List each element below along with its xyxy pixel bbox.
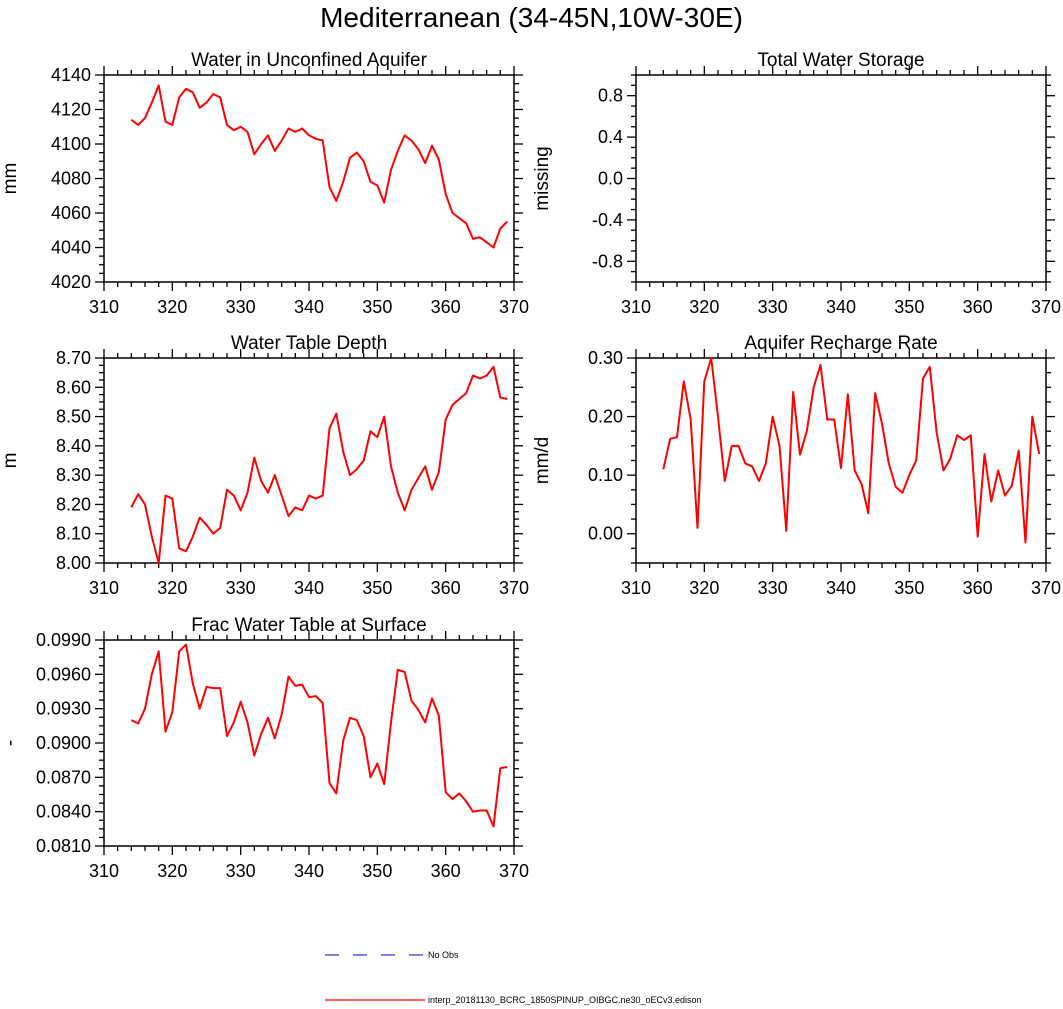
y-tick-label: 8.00 [56, 553, 91, 573]
figure-title: Mediterranean (34-45N,10W-30E) [320, 2, 743, 33]
panel-title: Water Table Depth [231, 333, 387, 354]
y-tick-label: 0.0 [598, 169, 623, 189]
series-line [662, 357, 1041, 544]
x-tick-label: 320 [157, 297, 187, 317]
y-tick-label: 4020 [51, 272, 91, 292]
x-tick-label: 340 [294, 861, 324, 881]
series-line [130, 643, 508, 828]
x-tick-label: 360 [963, 297, 993, 317]
y-tick-label: 0.20 [588, 407, 623, 427]
y-tick-label: 8.20 [56, 494, 91, 514]
plot-frame [635, 74, 1047, 283]
panel-title: Total Water Storage [757, 50, 924, 71]
y-tick-label: 0.00 [588, 524, 623, 544]
x-tick-label: 310 [89, 578, 119, 598]
x-tick-label: 310 [621, 297, 651, 317]
y-axis-label: mm [0, 163, 21, 195]
chart-panel-1: Water in Unconfined Aquifer mm 310 320 330 34… [0, 50, 529, 317]
plot-frame [103, 639, 515, 847]
x-tick-label: 310 [621, 578, 651, 598]
y-tick-label: 4100 [51, 134, 91, 154]
y-axis-label: missing [532, 146, 553, 210]
x-tick-label: 340 [826, 297, 856, 317]
y-tick-label: 0.0930 [36, 699, 91, 719]
x-tick-label: 330 [226, 297, 256, 317]
x-tick-label: 320 [157, 861, 187, 881]
y-tick-label: 0.30 [588, 348, 623, 368]
y-tick-label: 0.0960 [36, 664, 91, 684]
x-tick-label: 340 [294, 297, 324, 317]
y-tick-label: 0.8 [598, 86, 623, 106]
series-line [130, 365, 508, 564]
x-tick-label: 350 [894, 297, 924, 317]
panel-title: Frac Water Table at Surface [191, 615, 427, 636]
legend-model-label: interp_20181130_BCRC_1850SPINUP_OIBGC.ne… [428, 995, 702, 1005]
chart-panel-2: Total Water Storage missing 310 320 330 340 35… [532, 50, 1061, 317]
x-tick-label: 370 [499, 861, 529, 881]
x-tick-label: 310 [89, 861, 119, 881]
y-tick-label: 8.50 [56, 407, 91, 427]
y-tick-label: 4120 [51, 100, 91, 120]
x-tick-label: 320 [157, 578, 187, 598]
x-tick-label: 330 [758, 578, 788, 598]
y-tick-label: 0.4 [598, 127, 623, 147]
y-axis-label: - [0, 740, 21, 746]
chart-panel-4: Aquifer Recharge Rate mm/d 310 320 330 340 350… [532, 333, 1061, 598]
x-tick-label: 350 [362, 297, 392, 317]
legend: No Obs interp_20181130_BCRC_1850SPINUP_O… [325, 950, 702, 1005]
x-tick-label: 330 [226, 861, 256, 881]
x-tick-label: 370 [499, 578, 529, 598]
x-tick-label: 310 [89, 297, 119, 317]
y-tick-label: 8.60 [56, 377, 91, 397]
x-tick-label: 350 [362, 578, 392, 598]
x-tick-label: 340 [294, 578, 324, 598]
y-tick-label: -0.4 [592, 210, 623, 230]
y-tick-label: 0.10 [588, 465, 623, 485]
x-tick-label: 370 [499, 297, 529, 317]
y-axis-label: m [0, 453, 21, 469]
y-tick-label: 0.0990 [36, 630, 91, 650]
chart-panel-3: Water Table Depth m 310 320 330 340 350 360 370 8… [0, 333, 529, 598]
x-tick-label: 360 [431, 861, 461, 881]
x-tick-label: 360 [963, 578, 993, 598]
x-tick-label: 350 [894, 578, 924, 598]
x-tick-label: 320 [689, 578, 719, 598]
chart-panel-5: Frac Water Table at Surface - 310 320 330 340… [0, 615, 529, 881]
y-tick-label: 0.0810 [36, 836, 91, 856]
y-tick-label: -0.8 [592, 251, 623, 271]
x-tick-label: 360 [431, 297, 461, 317]
y-tick-label: 8.70 [56, 348, 91, 368]
x-tick-label: 350 [362, 861, 392, 881]
y-tick-label: 4140 [51, 65, 91, 85]
x-tick-label: 360 [431, 578, 461, 598]
y-tick-label: 0.0870 [36, 767, 91, 787]
y-tick-label: 0.0900 [36, 733, 91, 753]
panel-title: Aquifer Recharge Rate [744, 333, 937, 354]
x-tick-label: 320 [689, 297, 719, 317]
series-line [130, 84, 508, 249]
x-tick-label: 340 [826, 578, 856, 598]
y-tick-label: 4060 [51, 203, 91, 223]
y-tick-label: 8.10 [56, 524, 91, 544]
y-axis-label: mm/d [532, 437, 553, 485]
x-tick-label: 370 [1031, 297, 1061, 317]
y-tick-label: 0.0840 [36, 802, 91, 822]
plot-frame [103, 74, 515, 283]
y-tick-label: 8.30 [56, 465, 91, 485]
plot-frame [103, 357, 515, 564]
legend-obs-label: No Obs [428, 950, 459, 960]
panel-title: Water in Unconfined Aquifer [191, 50, 428, 71]
y-tick-label: 4080 [51, 169, 91, 189]
x-tick-label: 330 [758, 297, 788, 317]
y-tick-label: 8.40 [56, 436, 91, 456]
y-tick-label: 4040 [51, 238, 91, 258]
x-tick-label: 370 [1031, 578, 1061, 598]
x-tick-label: 330 [226, 578, 256, 598]
